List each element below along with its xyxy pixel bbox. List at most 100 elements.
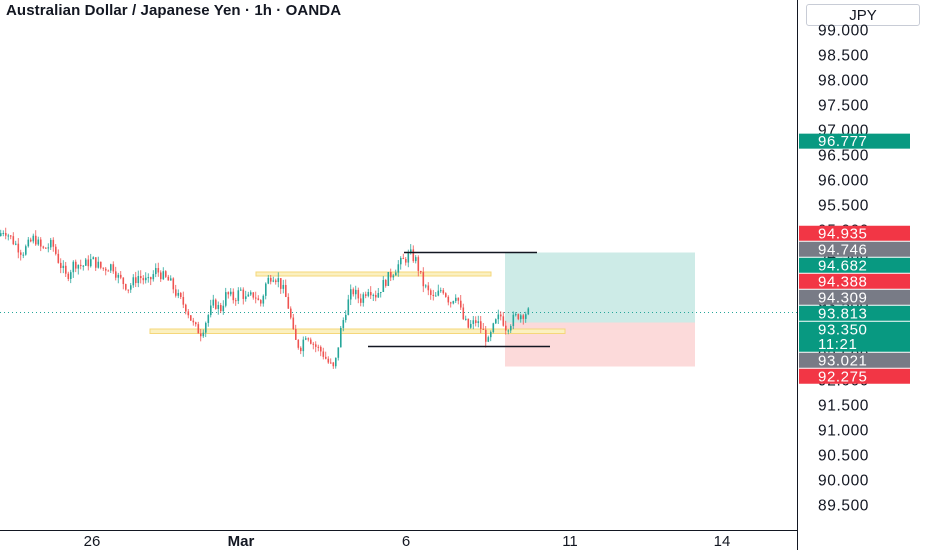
candle-body xyxy=(177,293,180,296)
candle-body xyxy=(80,264,82,266)
candle-body xyxy=(375,294,377,298)
candle xyxy=(350,284,352,306)
candle xyxy=(167,274,170,281)
candle xyxy=(137,270,140,288)
candle-body xyxy=(350,289,352,300)
candle xyxy=(80,259,82,270)
candle xyxy=(447,295,450,306)
candle-body xyxy=(145,277,147,281)
candle-body xyxy=(507,330,510,332)
candle-body xyxy=(197,324,200,334)
price-tag-bg xyxy=(799,368,910,384)
candle xyxy=(67,271,70,282)
candle-body xyxy=(522,315,525,319)
candle-body xyxy=(475,320,477,324)
price-tick-label: 95.500 xyxy=(818,198,869,215)
candle-body xyxy=(32,235,35,242)
candle xyxy=(217,301,220,315)
candle-body xyxy=(5,232,7,236)
candle-body xyxy=(502,316,505,326)
candle xyxy=(360,293,362,307)
candle-body xyxy=(465,318,467,320)
candle xyxy=(250,290,252,296)
price-tags: 96.777 94.93594.74694.68294.38894.30993.8… xyxy=(799,133,910,385)
candle xyxy=(207,313,210,327)
candle-body xyxy=(517,314,520,320)
candle xyxy=(135,271,137,288)
candle xyxy=(317,344,320,352)
candle xyxy=(122,277,125,290)
price-tag-bg xyxy=(799,321,910,352)
time-axis[interactable]: 26 Mar 6 11 14 xyxy=(84,533,731,550)
candle xyxy=(352,287,355,297)
candle xyxy=(30,237,32,243)
candle xyxy=(392,273,395,281)
price-tag-bg xyxy=(799,225,910,241)
price-tick-label: 90.000 xyxy=(818,473,869,490)
candle-body xyxy=(25,246,27,255)
candle xyxy=(125,283,127,291)
candle xyxy=(337,347,340,361)
candle-body xyxy=(230,291,232,295)
candle-body xyxy=(247,294,250,297)
price-tick-label: 91.500 xyxy=(818,398,869,415)
candle xyxy=(372,293,375,301)
candle xyxy=(152,270,155,282)
price-tick-label: 91.000 xyxy=(818,423,869,440)
candle xyxy=(427,282,430,296)
candle-body xyxy=(400,257,402,265)
candle-body xyxy=(222,305,225,312)
candle xyxy=(40,237,42,252)
candle xyxy=(105,266,107,276)
candle-body xyxy=(160,272,162,280)
candle xyxy=(362,292,365,307)
candle xyxy=(107,269,110,272)
candle-body xyxy=(297,339,300,348)
candle xyxy=(367,288,370,298)
candle xyxy=(480,315,482,334)
candle xyxy=(380,291,382,298)
candle-body xyxy=(115,271,117,278)
candle xyxy=(242,287,245,305)
candle xyxy=(345,310,347,323)
price-tag-label: 94.682 xyxy=(818,257,867,274)
candle xyxy=(370,286,372,300)
price-tag: 93.021 xyxy=(799,352,910,369)
candle xyxy=(192,317,195,326)
candle xyxy=(245,290,247,302)
candle-body xyxy=(305,338,307,340)
price-tag-label: 94.388 xyxy=(818,273,867,290)
candle-body xyxy=(107,270,110,272)
candle xyxy=(320,345,322,357)
candle xyxy=(255,291,257,304)
candle xyxy=(205,321,207,338)
candle-body xyxy=(185,304,187,312)
candle xyxy=(75,259,77,273)
candle-body xyxy=(82,265,85,267)
candle-body xyxy=(72,261,75,273)
candle-body xyxy=(165,271,167,277)
candle-body xyxy=(330,362,332,364)
candle-body xyxy=(470,323,472,328)
candle-body xyxy=(515,314,517,316)
candle-body xyxy=(135,277,137,284)
candle xyxy=(515,312,517,317)
candle-body xyxy=(275,280,277,283)
candle xyxy=(15,240,17,246)
currency-button[interactable]: JPY xyxy=(806,4,920,26)
candle xyxy=(32,233,35,244)
candle-body xyxy=(205,322,207,333)
candle-body xyxy=(155,268,157,275)
candle xyxy=(270,274,272,285)
candle xyxy=(195,321,197,327)
candle xyxy=(277,272,280,288)
candle xyxy=(57,249,60,264)
candle xyxy=(455,294,457,304)
candle xyxy=(50,237,52,250)
candle-body xyxy=(290,308,292,318)
candle xyxy=(132,274,135,288)
price-tag: 94.682 xyxy=(799,257,910,274)
candle-body xyxy=(180,293,182,297)
candle-body xyxy=(62,265,65,268)
